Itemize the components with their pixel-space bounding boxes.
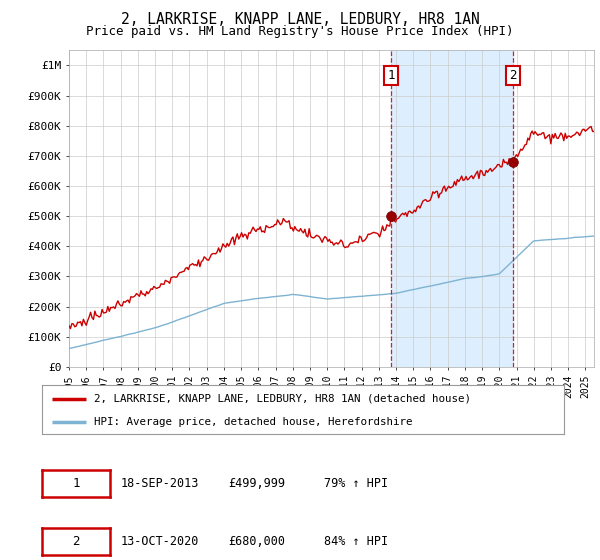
Text: 84% ↑ HPI: 84% ↑ HPI xyxy=(325,535,388,548)
Text: HPI: Average price, detached house, Herefordshire: HPI: Average price, detached house, Here… xyxy=(94,417,413,427)
Text: 18-SEP-2013: 18-SEP-2013 xyxy=(121,477,199,491)
Text: 2: 2 xyxy=(509,69,517,82)
Text: 1: 1 xyxy=(388,69,395,82)
Text: 2, LARKRISE, KNAPP LANE, LEDBURY, HR8 1AN: 2, LARKRISE, KNAPP LANE, LEDBURY, HR8 1A… xyxy=(121,12,479,27)
Bar xyxy=(391,50,513,367)
Text: 1: 1 xyxy=(72,477,80,491)
Text: 13-OCT-2020: 13-OCT-2020 xyxy=(121,535,199,548)
Text: 2, LARKRISE, KNAPP LANE, LEDBURY, HR8 1AN (detached house): 2, LARKRISE, KNAPP LANE, LEDBURY, HR8 1A… xyxy=(94,394,471,404)
Text: 79% ↑ HPI: 79% ↑ HPI xyxy=(325,477,388,491)
Text: Price paid vs. HM Land Registry's House Price Index (HPI): Price paid vs. HM Land Registry's House … xyxy=(86,25,514,38)
Text: 2: 2 xyxy=(72,535,80,548)
Text: £680,000: £680,000 xyxy=(229,535,286,548)
Text: £499,999: £499,999 xyxy=(229,477,286,491)
